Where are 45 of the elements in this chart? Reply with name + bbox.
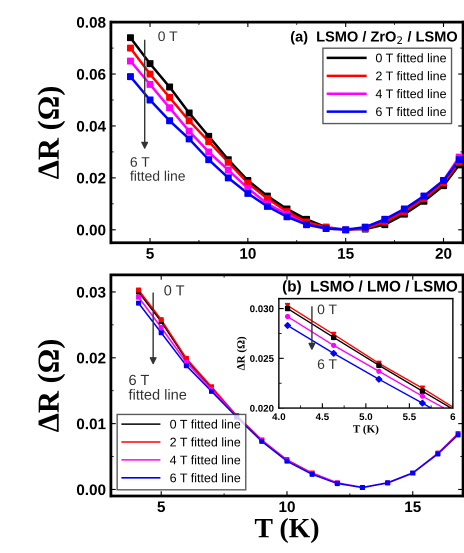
legend-label: 2 T fitted line	[376, 71, 446, 80]
legend-label: 0 T fitted line	[376, 53, 446, 62]
x-tick-label: 5.5	[402, 413, 416, 420]
legend-label: 0 T fitted line	[170, 419, 240, 429]
legend-label: 6 T fitted line	[170, 473, 240, 482]
legend-label: 2 T fitted line	[170, 437, 240, 447]
x-tick-label: 10	[240, 248, 256, 259]
y-axis-title: ΔR (Ω)	[37, 340, 66, 432]
annotation: 6 T fitted line	[128, 374, 186, 400]
annotation: (a) LSMO / ZrO$_{2}$ / LSMO	[290, 30, 458, 45]
x-tick-label: 10	[279, 501, 295, 512]
x-tick-label: 4.0	[272, 413, 286, 420]
legend-label: 4 T fitted line	[376, 89, 446, 98]
x-tick-label: 15	[405, 501, 421, 512]
x-tick-label: 6	[450, 413, 456, 420]
legend-label: 4 T fitted line	[170, 455, 240, 464]
y-tick-label: 0.04	[76, 120, 106, 132]
annotation: 0 T	[164, 285, 184, 296]
y-axis-title: ΔR (Ω)	[37, 86, 66, 179]
y-tick-label: 0.08	[76, 16, 106, 28]
x-tick-label: 5	[146, 248, 154, 259]
annotation: 0 T	[318, 304, 337, 314]
x-tick-label: 5	[157, 501, 166, 512]
y-tick-label: 0.00	[76, 484, 106, 496]
annotation: (b) LSMO / LMO / LSMO	[282, 280, 458, 295]
y-tick-label: 0.020	[250, 404, 274, 412]
x-tick-label: 4.5	[316, 413, 329, 420]
x-tick-label: 15	[338, 248, 354, 259]
y-tick-label: 0.02	[76, 172, 106, 184]
annotation: 6 T	[318, 359, 337, 370]
x-tick-label: 20	[436, 248, 452, 259]
y-axis-title: ΔR (Ω)	[236, 336, 247, 370]
legend-label: 6 T fitted line	[376, 106, 446, 116]
x-axis-title: T (K)	[353, 424, 378, 435]
y-tick-label: 0.025	[250, 355, 274, 362]
y-tick-label: 0.06	[76, 68, 106, 80]
y-tick-label: 0.030	[250, 305, 274, 312]
x-axis-title: T (K)	[254, 518, 318, 544]
annotation: 0 T	[158, 31, 178, 42]
y-tick-label: 0.03	[76, 286, 106, 298]
y-tick-label: 0.02	[76, 352, 106, 364]
x-tick-label: 5.0	[359, 413, 372, 420]
annotation: 6 T fitted line	[130, 157, 185, 181]
y-tick-label: 0.00	[76, 224, 106, 236]
y-tick-label: 0.01	[76, 418, 106, 430]
